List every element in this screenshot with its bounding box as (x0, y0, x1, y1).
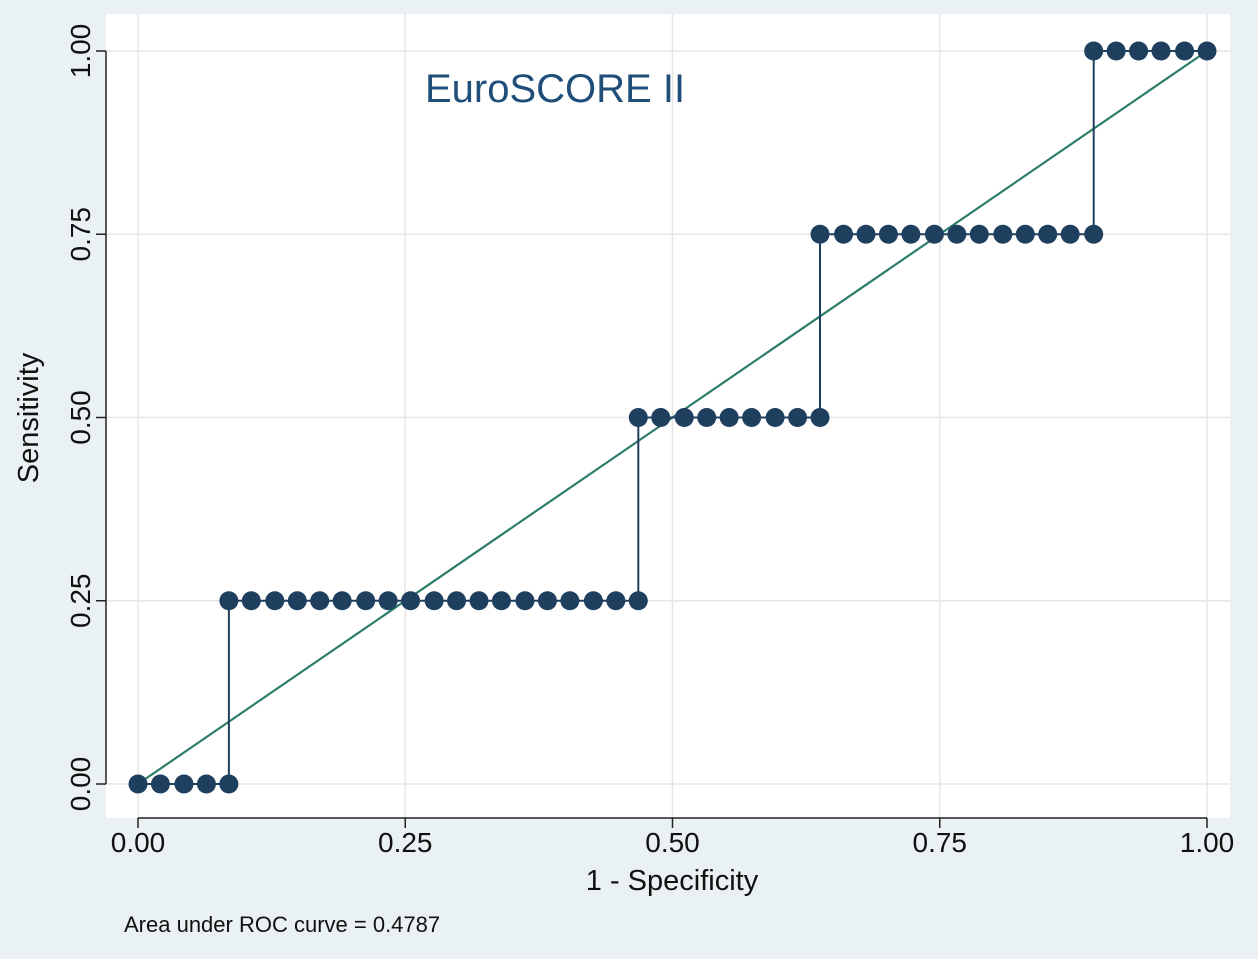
roc-point-14 (424, 591, 444, 611)
roc-point-1 (150, 774, 170, 794)
roc-point-47 (1106, 41, 1126, 61)
roc-point-30 (765, 408, 785, 427)
roc-point-19 (537, 591, 557, 611)
roc-point-12 (378, 591, 398, 611)
roc-point-42 (1015, 224, 1035, 244)
x-tick-label-2: 0.50 (645, 827, 700, 858)
roc-point-5 (219, 591, 239, 611)
roc-point-27 (697, 408, 717, 427)
roc-point-29 (742, 408, 762, 427)
roc-curve (138, 50, 1207, 785)
axes: 0.00 0.25 0.50 0.75 1.00 0.00 0.25 0.50 0.75 1.00 (65, 24, 1234, 858)
roc-point-17 (491, 591, 511, 611)
roc-point-24 (628, 408, 648, 427)
roc-point-45 (1084, 224, 1104, 244)
roc-point-10 (332, 591, 352, 611)
y-tick-label-0: 0.00 (65, 757, 96, 812)
roc-point-2 (174, 774, 194, 794)
roc-point-3 (196, 774, 216, 794)
auc-note: Area under ROC curve = 0.4787 (124, 912, 440, 937)
chart-title: EuroSCORE II (425, 67, 685, 111)
roc-point-50 (1175, 41, 1195, 61)
roc-point-6 (241, 591, 261, 611)
y-tick-label-2: 0.50 (65, 390, 96, 445)
roc-point-51 (1197, 41, 1217, 61)
roc-point-8 (287, 591, 307, 611)
x-tick-label-3: 0.75 (913, 827, 968, 858)
y-tick-label-3: 0.75 (65, 207, 96, 262)
roc-point-46 (1084, 41, 1104, 61)
roc-point-31 (788, 408, 808, 427)
roc-point-37 (901, 224, 921, 244)
roc-curve-group (138, 50, 1207, 785)
roc-point-15 (447, 591, 467, 611)
roc-point-41 (993, 224, 1013, 244)
roc-point-44 (1060, 224, 1080, 244)
roc-point-38 (924, 224, 944, 244)
roc-point-49 (1151, 41, 1171, 61)
grid-lines (106, 14, 1230, 818)
roc-points (128, 41, 1217, 794)
roc-point-23 (628, 591, 648, 611)
roc-point-26 (674, 408, 694, 427)
roc-point-21 (583, 591, 603, 611)
roc-point-9 (310, 591, 330, 611)
x-tick-label-0: 0.00 (111, 827, 166, 858)
x-tick-label-1: 0.25 (378, 827, 433, 858)
roc-point-22 (606, 591, 626, 611)
roc-point-18 (515, 591, 535, 611)
roc-point-25 (651, 408, 671, 427)
roc-point-16 (469, 591, 489, 611)
roc-point-0 (128, 774, 148, 794)
roc-point-35 (856, 224, 876, 244)
y-tick-label-4: 1.00 (65, 24, 96, 79)
roc-point-32 (810, 408, 830, 427)
roc-point-33 (810, 224, 830, 244)
roc-point-20 (560, 591, 580, 611)
x-axis-title: 1 - Specificity (586, 865, 759, 897)
roc-point-43 (1038, 224, 1058, 244)
roc-point-11 (356, 591, 376, 611)
roc-point-4 (219, 774, 239, 794)
y-tick-label-1: 0.25 (65, 574, 96, 629)
roc-point-40 (969, 224, 989, 244)
roc-point-48 (1129, 41, 1149, 61)
roc-point-7 (265, 591, 285, 611)
roc-point-28 (719, 408, 739, 427)
roc-point-13 (401, 591, 421, 611)
chart-text: EuroSCORE II 1 - Specificity Sensitivity… (13, 67, 759, 937)
roc-point-36 (878, 224, 898, 244)
roc-point-34 (834, 224, 854, 244)
y-axis-title: Sensitivity (13, 352, 45, 483)
x-tick-label-4: 1.00 (1180, 827, 1235, 858)
roc-point-39 (947, 224, 967, 244)
